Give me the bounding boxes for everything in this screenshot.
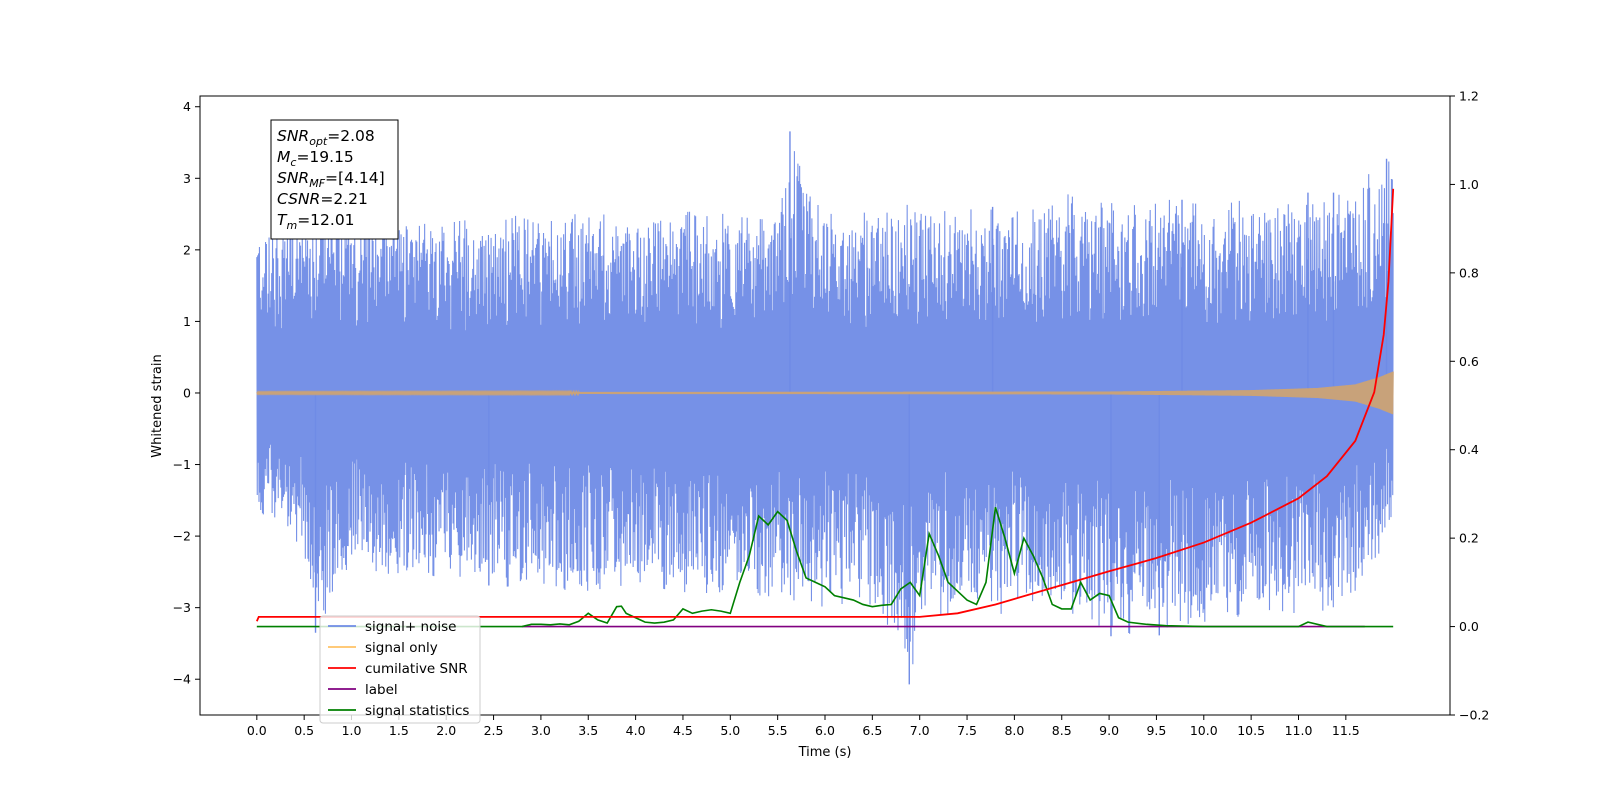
y-tick-label-right: 0.0 [1459,619,1479,634]
y-tick-label-left: −3 [173,600,191,615]
y-tick-label-left: −1 [173,457,191,472]
series-signal-statistics [256,506,1394,628]
y-tick-label-right: 0.6 [1459,354,1479,369]
annotation-line: SNRopt=2.08 [277,127,375,148]
x-tick-label: 11.5 [1332,723,1360,738]
x-tick-label: 7.5 [957,723,977,738]
legend: signal+ noise signal only cumilative SNR la… [319,615,481,724]
legend-ghost-label: label only [365,682,431,698]
x-tick-label: 3.5 [578,723,598,738]
x-tick-label: 2.5 [484,723,504,738]
y-tick-label-left: −2 [173,529,191,544]
x-tick-label: 10.0 [1190,723,1218,738]
legend-frame [319,615,481,724]
x-tick-label: 2.0 [436,723,456,738]
annotation-line: SNRMF=[4.14] [277,169,385,190]
y-tick-label-left: 0 [183,385,191,400]
legend-label: signal+ noise [365,619,456,635]
legend-label: signal statistics [365,703,469,719]
y-tick-label-right: 0.8 [1459,265,1479,280]
x-tick-label: 6.0 [815,723,835,738]
x-tick-label: 3.0 [531,723,551,738]
legend-label: label [365,682,398,698]
x-tick-label: 9.5 [1146,723,1166,738]
y-tick-label-right: 1.0 [1459,177,1479,192]
x-tick-label: 11.0 [1285,723,1313,738]
y-tick-label-left: 2 [183,242,191,257]
annotation-lines: SNRopt=2.08Mc=19.15SNRMF=[4.14]CSNR=2.21… [277,127,385,232]
y-tick-label-left: 4 [183,99,191,114]
legend-label: signal only [365,640,438,656]
y-tick-label-left: 3 [183,171,191,186]
x-tick-label: 5.0 [720,723,740,738]
x-tick-label: 9.0 [1099,723,1119,738]
series-signal-only [256,371,1394,415]
y-tick-label-right: 1.2 [1459,89,1479,104]
x-axis-label: Time (s) [798,745,852,760]
axis-ticks: 0.0 0.5 1.0 1.5 2.0 2.5 3.0 3.5 4.0 4.5 5.0 5.5 6.0 6… [173,89,1490,739]
y-tick-label-right: −0.2 [1459,708,1489,723]
x-tick-label: 8.0 [1004,723,1024,738]
x-tick-label: 4.5 [673,723,693,738]
x-tick-label: 10.5 [1237,723,1265,738]
annotation-line: Mc=19.15 [277,148,354,169]
annotation-box-frame [270,119,399,240]
plot-area [255,131,1395,685]
y-tick-label-right: 0.4 [1459,442,1479,457]
y-tick-label-right: 0.2 [1459,531,1479,546]
legend-label: cumilative SNR [365,661,468,677]
x-tick-label: 0.0 [247,723,267,738]
annotation-line: Tm=12.01 [277,211,355,232]
y-axis-label-left: Whitened strain [150,354,165,457]
x-tick-label: 1.5 [389,723,409,738]
x-tick-label: 5.5 [768,723,788,738]
series-cumulative-snr [255,188,1395,622]
annotation-box: SNRopt=2.08Mc=19.15SNRMF=[4.14]CSNR=2.21… [270,119,399,240]
series-signal-noise [256,151,1394,665]
x-tick-label: 0.5 [294,723,314,738]
y-tick-label-left: −4 [173,672,191,687]
x-tick-label: 8.5 [1052,723,1072,738]
annotation-line: CSNR=2.21 [277,190,368,208]
y-tick-label-left: 1 [183,314,191,329]
x-tick-label: 1.0 [342,723,362,738]
x-tick-label: 7.0 [910,723,930,738]
x-tick-label: 4.0 [626,723,646,738]
x-tick-label: 6.5 [862,723,882,738]
